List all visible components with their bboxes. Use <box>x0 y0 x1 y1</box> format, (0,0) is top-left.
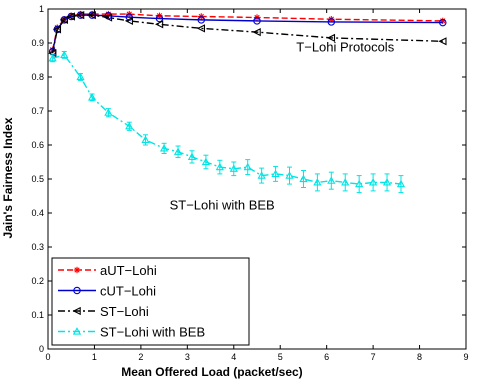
y-tick-label: 1 <box>39 4 44 14</box>
data-point <box>124 16 134 25</box>
data-point <box>141 135 150 144</box>
y-axis-label: Jain's Fairness Index <box>1 117 15 238</box>
data-point <box>285 171 294 179</box>
x-tick-label: 8 <box>417 352 422 362</box>
y-tick-label: 0.5 <box>31 174 44 184</box>
x-tick-label: 9 <box>463 352 468 362</box>
y-tick-label: 0.1 <box>31 310 44 320</box>
data-point <box>87 11 96 20</box>
y-tick-label: 0.6 <box>31 140 44 150</box>
y-tick-label: 0.8 <box>31 72 44 82</box>
chart-annotation: ST−Lohi with BEB <box>170 198 275 213</box>
data-point <box>396 179 406 188</box>
data-point <box>355 179 364 188</box>
x-tick-label: 2 <box>138 352 143 362</box>
data-point <box>104 108 113 116</box>
legend-label: ST−Lohi <box>100 304 149 319</box>
data-point <box>439 18 447 27</box>
y-tick-label: 0.7 <box>31 106 44 116</box>
x-tick-label: 1 <box>92 352 97 362</box>
legend-marker <box>72 327 82 335</box>
series-line <box>51 14 443 54</box>
data-point <box>66 12 75 21</box>
x-tick-label: 5 <box>278 352 283 362</box>
legend-label: aUT−Lohi <box>100 263 157 278</box>
data-point <box>155 14 164 23</box>
x-axis-label: Mean Offered Load (packet/sec) <box>121 365 302 379</box>
data-point <box>382 178 392 186</box>
data-point <box>253 17 261 25</box>
data-point <box>257 171 266 179</box>
data-point <box>299 174 308 183</box>
x-tick-label: 7 <box>371 352 376 362</box>
x-tick-label: 4 <box>231 352 236 362</box>
data-point <box>48 53 57 62</box>
data-point <box>197 16 206 24</box>
data-point <box>103 13 113 22</box>
legend-label: ST−Lohi with BEB <box>100 325 205 340</box>
chart-annotation: T−Lohi Protocols <box>296 40 394 55</box>
data-point <box>438 37 447 46</box>
legend-label: cUT−Lohi <box>100 284 156 299</box>
x-tick-label: 3 <box>185 352 190 362</box>
y-tick-label: 0 <box>39 344 44 354</box>
data-point <box>201 157 211 166</box>
data-point <box>196 24 206 33</box>
data-point <box>326 33 336 42</box>
y-tick-label: 0.9 <box>31 38 44 48</box>
data-point <box>327 176 336 184</box>
x-tick-label: 0 <box>45 352 50 362</box>
data-point <box>271 169 280 178</box>
data-point <box>368 178 378 186</box>
data-point <box>215 162 224 171</box>
plot-area: 0 1 2 3 4 5 6 7 8 9 0 0.1 0.2 0.3 0.4 0.5 0.6 0.7 0.8 0.9 1 T… <box>31 4 468 362</box>
data-point <box>341 178 350 186</box>
series-line <box>52 54 402 185</box>
data-point <box>313 178 322 186</box>
series-4 <box>48 50 406 194</box>
legend: aUT−Lohi cUT−Lohi ST−Lohi ST−Lohi with BEB <box>51 257 250 346</box>
data-point <box>252 28 261 37</box>
data-point <box>159 144 169 152</box>
data-point <box>52 25 62 34</box>
x-tick-label: 6 <box>324 352 329 362</box>
data-point <box>155 20 164 29</box>
legend-marker <box>73 266 81 274</box>
legend-marker <box>72 306 81 316</box>
data-point <box>187 152 197 161</box>
data-point <box>76 72 85 81</box>
data-point <box>243 162 252 171</box>
data-point <box>229 164 238 172</box>
y-tick-label: 0.3 <box>31 242 44 252</box>
data-point <box>59 15 69 24</box>
data-point <box>327 18 336 26</box>
data-point <box>76 11 85 20</box>
y-tick-label: 0.4 <box>31 208 44 218</box>
series-3 <box>48 11 447 58</box>
legend-box <box>51 257 250 346</box>
legend-marker <box>73 286 81 295</box>
y-tick-label: 0.2 <box>31 276 44 286</box>
data-point <box>173 147 183 155</box>
data-point <box>125 121 134 130</box>
data-point <box>87 93 97 101</box>
data-point <box>60 50 69 59</box>
